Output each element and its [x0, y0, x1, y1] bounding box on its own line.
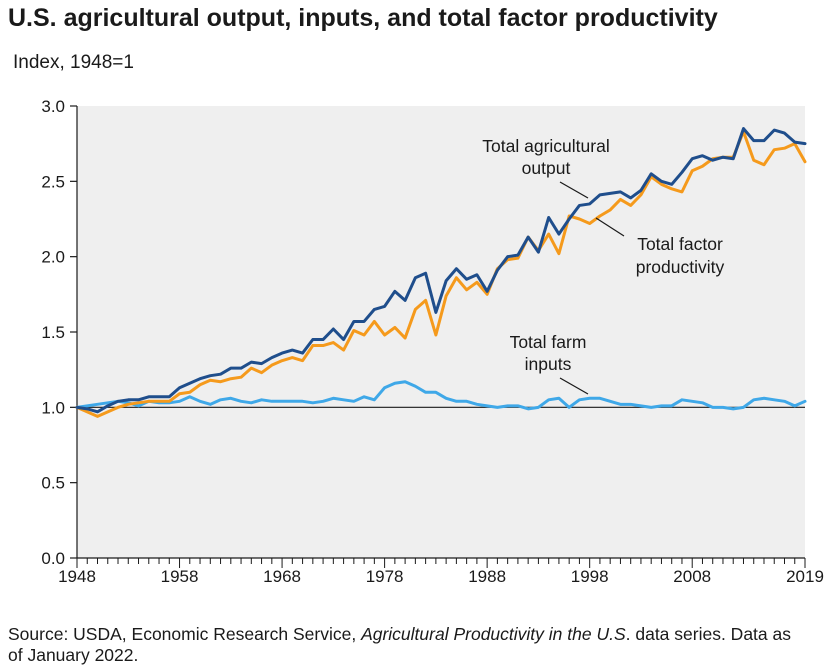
annotation-output-leader: [559, 181, 589, 199]
source-prefix: Source: USDA, Economic Research Service,: [8, 624, 362, 644]
y-axis: 0.0 0.5 1.0 1.5 2.0 2.5 3.0: [41, 97, 78, 568]
y-tick-label: 2.5: [41, 172, 65, 191]
annotation-tfp-line2: productivity: [636, 257, 725, 277]
line-chart: 0.00.51.01.52.02.53.0 1948 1958 1968 1978 19…: [41, 97, 824, 586]
annotation-inputs-leader: [559, 377, 589, 395]
y-tick-label: 0.0: [41, 549, 65, 568]
annotation-inputs-line1: Total farm: [510, 332, 587, 352]
x-tick-label: 1998: [571, 567, 609, 586]
annotation-tfp-leader: [595, 217, 625, 237]
chart-title: U.S. agricultural output, inputs, and to…: [8, 4, 718, 32]
annotations: Total agricultural output Total factor p…: [482, 136, 725, 395]
plot-area: [77, 106, 805, 558]
y-tick-label: 1.5: [41, 323, 65, 342]
annotation-output-line1: Total agricultural: [482, 136, 609, 156]
x-tick-label: 1978: [366, 567, 404, 586]
annotation-output-line2: output: [522, 158, 571, 178]
series-lines: [75, 127, 807, 418]
source-suffix: . data series. Data as of January 2022.: [8, 624, 791, 665]
x-axis: 1948 1958 1968 1978 1988 1998 2008 2019: [58, 557, 824, 586]
series-line-total-factor-productivity: [75, 130, 807, 418]
x-tick-label: 1968: [263, 567, 301, 586]
annotation-inputs-line2: inputs: [525, 354, 572, 374]
x-tick-label: 1948: [58, 567, 96, 586]
x-tick-label: 2019: [786, 567, 824, 586]
annotation-tfp-line1: Total factor: [637, 234, 723, 254]
x-tick-label: 1988: [468, 567, 506, 586]
x-tick-label: 1958: [161, 567, 199, 586]
y-axis-unit-label: Index, 1948=1: [13, 52, 134, 73]
series-line-total-agricultural-output: [75, 127, 807, 414]
x-tick-label: 2008: [673, 567, 711, 586]
y-tick-label: 3.0: [41, 97, 65, 116]
y-tick-label: 2.0: [41, 248, 65, 267]
series-line-total-farm-inputs: [75, 380, 807, 411]
y-tick-label: 0.5: [41, 474, 65, 493]
source-note: Source: USDA, Economic Research Service,…: [8, 624, 808, 666]
y-tick-label: 1.0: [41, 398, 65, 417]
source-italic-title: Agricultural Productivity in the U.S: [361, 624, 626, 644]
